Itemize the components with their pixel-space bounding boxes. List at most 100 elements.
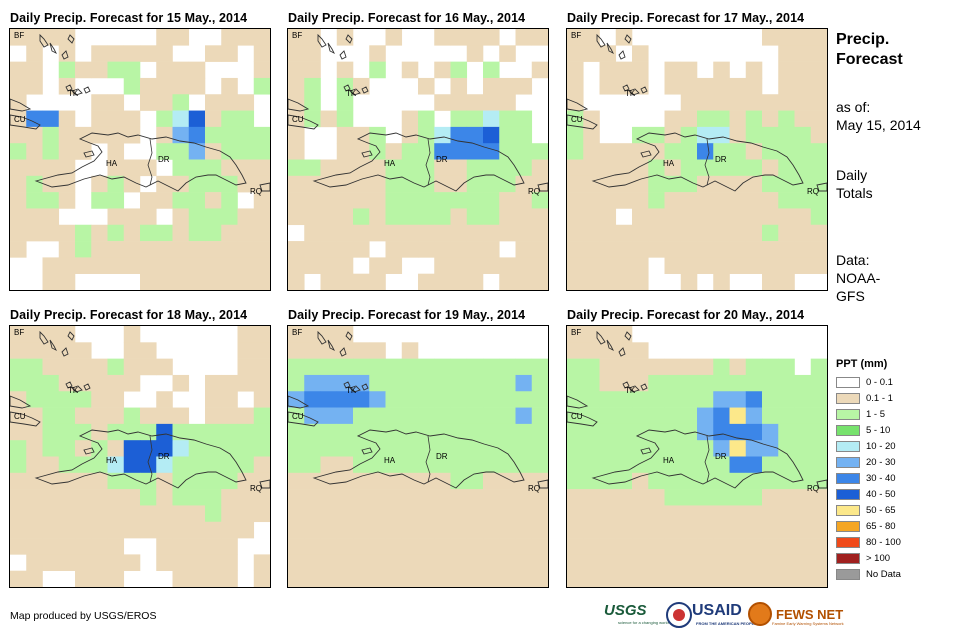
precip-cell: [515, 224, 533, 242]
precip-cell: [762, 472, 779, 490]
precip-cell: [778, 126, 795, 144]
precip-cell: [632, 224, 649, 242]
precip-cell: [483, 77, 500, 95]
coastline-outline: [288, 98, 310, 112]
precip-cell: [221, 45, 238, 62]
precip-cell: [221, 423, 238, 441]
precip-cell: [75, 126, 92, 144]
precip-cell: [810, 224, 827, 242]
precip-cell: [123, 472, 141, 490]
precip-cell: [810, 391, 827, 408]
precip-cell: [418, 423, 435, 441]
precip-cell: [304, 358, 321, 376]
legend-swatch: [836, 553, 860, 564]
precip-cell: [778, 175, 795, 193]
map-label-bf: BF: [14, 31, 25, 40]
precip-cell: [320, 175, 338, 193]
usaid-tagline: FROM THE AMERICAN PEOPLE: [696, 621, 757, 626]
coastline-outline: [567, 411, 598, 427]
precip-cell: [599, 273, 617, 290]
precip-cell: [418, 192, 435, 209]
precip-cell: [26, 391, 43, 408]
precip-cell: [745, 570, 763, 587]
precip-cell: [729, 391, 747, 408]
precip-cell: [583, 326, 600, 343]
precip-cell: [353, 208, 370, 226]
precip-cell: [599, 77, 617, 95]
precip-cell: [713, 374, 730, 392]
precip-cell: [288, 407, 305, 425]
precip-cell: [188, 440, 206, 457]
precip-cell: [91, 554, 108, 571]
precip-cell: [632, 208, 649, 226]
precip-cell: [599, 224, 617, 242]
precip-cell: [418, 374, 435, 392]
precip-cell: [810, 143, 827, 160]
precip-cell: [221, 472, 238, 490]
precip-cell: [304, 554, 321, 571]
precip-cell: [418, 570, 435, 587]
precip-cell: [632, 126, 649, 144]
precip-cell: [450, 538, 468, 555]
precip-cell: [434, 423, 451, 441]
precip-cell: [253, 241, 270, 258]
forecast-map-3: BF TK CU HA DR RQ: [566, 28, 828, 291]
precip-cell: [713, 358, 730, 376]
legend-swatch: [836, 505, 860, 516]
precip-cell: [107, 570, 125, 587]
precip-cell: [713, 456, 730, 474]
precip-cell: [632, 358, 649, 376]
precip-cell: [466, 538, 484, 555]
precip-cell: [599, 440, 617, 457]
precip-cell: [221, 570, 238, 587]
precip-cell: [680, 456, 698, 474]
precip-cell: [172, 554, 190, 571]
precip-cell: [680, 472, 698, 490]
precip-cell: [778, 538, 795, 555]
precip-cell: [599, 143, 617, 160]
precip-cell: [385, 456, 403, 474]
precip-cell: [91, 456, 108, 474]
forecast-map-5: BF TK CU HA DR RQ: [287, 325, 549, 588]
precip-cell: [713, 489, 730, 506]
precip-cell: [729, 143, 747, 160]
coastline-outline: [317, 33, 353, 60]
precip-cell: [353, 440, 370, 457]
precip-cell: [304, 192, 321, 209]
precip-cell: [304, 326, 321, 343]
precip-cell: [140, 440, 157, 457]
fewsnet-logo-text: FEWS NET: [776, 606, 844, 622]
precip-cell: [123, 241, 141, 258]
precip-cell: [648, 440, 665, 457]
precip-cell: [697, 175, 714, 193]
precip-cell: [531, 224, 548, 242]
precip-cell: [188, 175, 206, 193]
precip-cell: [188, 554, 206, 571]
precip-cell: [450, 94, 468, 111]
precip-cell: [499, 143, 516, 160]
precip-cell: [434, 521, 451, 539]
country-border: [425, 435, 431, 483]
precip-cell: [320, 472, 338, 490]
precip-cell: [385, 29, 403, 46]
country-border: [704, 435, 710, 483]
precip-cell: [762, 407, 779, 425]
precip-cell: [810, 407, 827, 425]
precip-cell: [401, 489, 419, 506]
precip-cell: [483, 192, 500, 209]
precip-cell: [810, 110, 827, 128]
precip-cell: [778, 94, 795, 111]
precip-grid: [567, 326, 827, 587]
precip-cell: [288, 61, 305, 79]
precip-cell: [615, 440, 633, 457]
precip-cell: [713, 570, 730, 587]
precip-cell: [648, 358, 665, 376]
precip-cell: [483, 175, 500, 193]
precip-cell: [483, 538, 500, 555]
precip-cell: [729, 472, 747, 490]
precip-cell: [450, 29, 468, 46]
precip-cell: [91, 391, 108, 408]
precip-cell: [531, 241, 548, 258]
precip-cell: [369, 521, 386, 539]
precip-cell: [778, 374, 795, 392]
